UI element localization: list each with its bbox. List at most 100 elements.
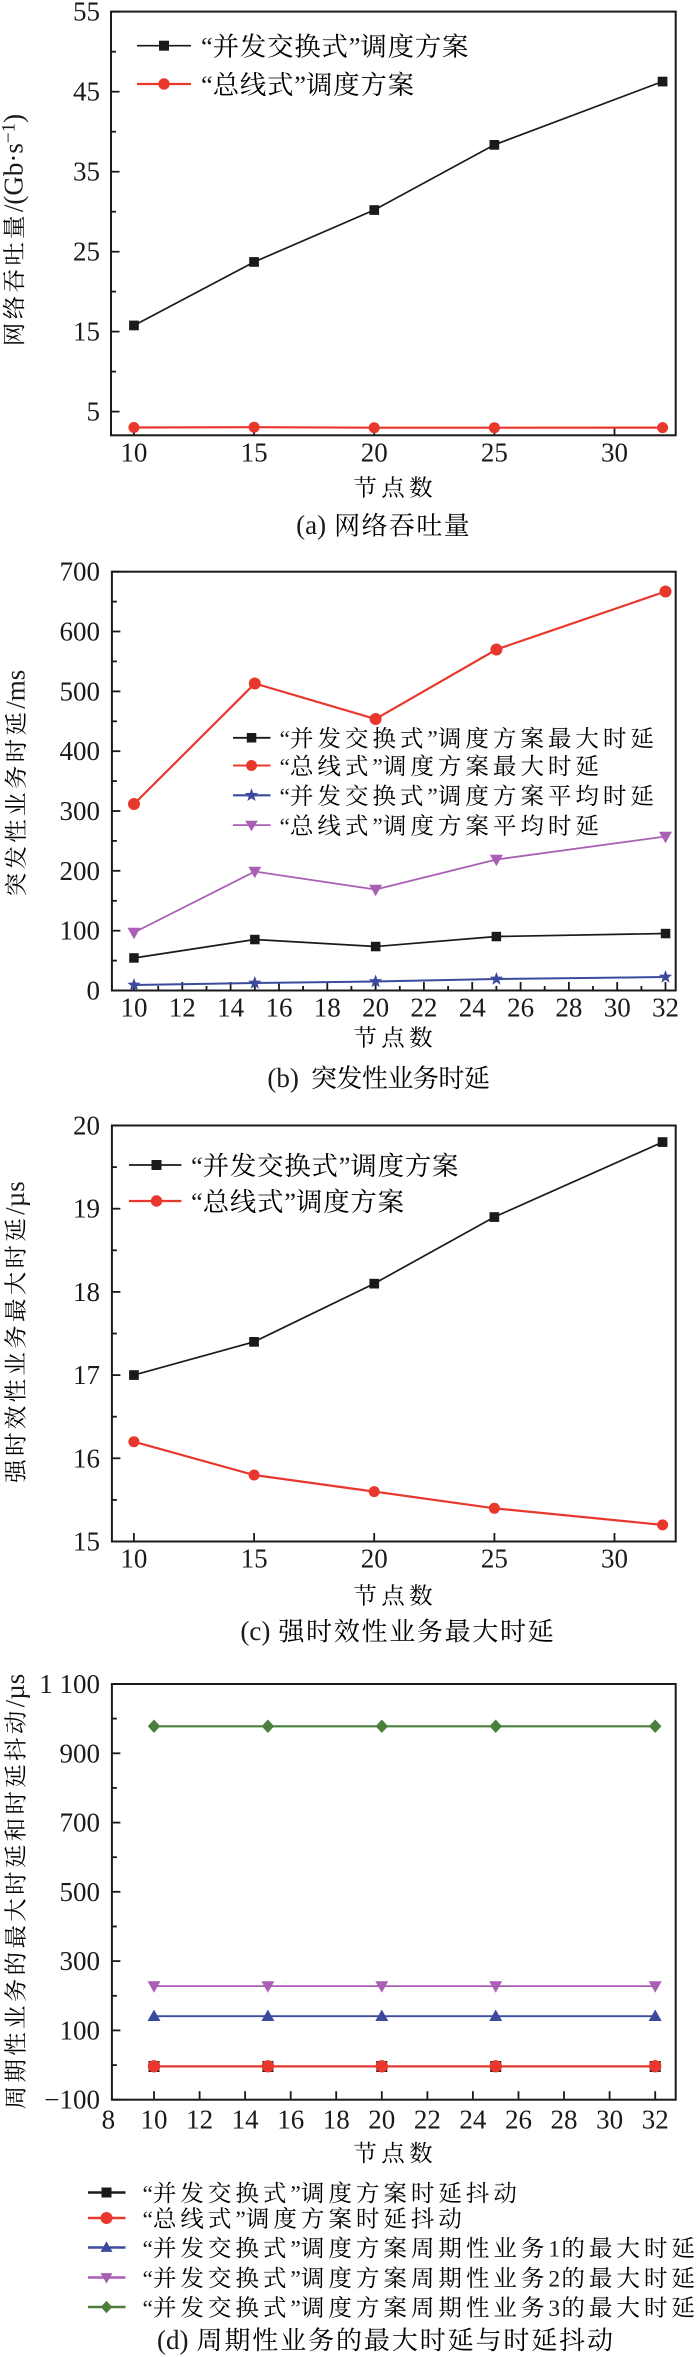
svg-text:“: “ <box>143 2207 153 2233</box>
svg-text:45: 45 <box>73 77 100 107</box>
svg-text:20: 20 <box>361 1544 388 1574</box>
svg-text:35: 35 <box>73 157 100 187</box>
svg-text:20: 20 <box>368 2104 395 2134</box>
svg-text:“: “ <box>191 1151 203 1181</box>
svg-text:−1: −1 <box>0 123 19 143</box>
svg-text:16: 16 <box>266 993 293 1023</box>
svg-text:30: 30 <box>604 993 631 1023</box>
svg-text:8: 8 <box>102 2104 116 2134</box>
svg-text:/ms: /ms <box>0 670 30 709</box>
svg-text:12: 12 <box>186 2104 213 2134</box>
svg-text:32: 32 <box>652 993 679 1023</box>
svg-text:18: 18 <box>323 2104 350 2134</box>
svg-text:14: 14 <box>232 2104 260 2134</box>
svg-text:): ) <box>0 114 28 123</box>
svg-text:500: 500 <box>60 1877 101 1907</box>
svg-text:15: 15 <box>241 1544 268 1574</box>
svg-text:”: ” <box>290 2296 300 2322</box>
svg-text:/µs: /µs <box>0 1674 30 1708</box>
svg-text:“: “ <box>143 2236 153 2262</box>
svg-text:10: 10 <box>141 2104 168 2134</box>
svg-text:22: 22 <box>414 2104 441 2134</box>
svg-text:15: 15 <box>73 1527 100 1557</box>
svg-text:“: “ <box>280 727 290 753</box>
svg-text:16: 16 <box>277 2104 304 2134</box>
svg-text:100: 100 <box>60 2015 101 2045</box>
svg-text:30: 30 <box>601 438 628 468</box>
svg-text:1: 1 <box>548 2236 560 2262</box>
svg-text:5: 5 <box>87 397 101 427</box>
svg-text:”: ” <box>294 70 306 100</box>
svg-text:”: ” <box>284 1187 296 1217</box>
svg-text:300: 300 <box>60 1946 101 1976</box>
svg-text:20: 20 <box>362 993 389 1023</box>
svg-text:“: “ <box>191 1187 203 1217</box>
svg-text:0: 0 <box>87 976 101 1006</box>
svg-text:”: ” <box>372 754 382 780</box>
svg-text:/µs: /µs <box>0 1181 30 1215</box>
svg-text:−100: −100 <box>44 2085 100 2115</box>
svg-text:18: 18 <box>73 1277 100 1307</box>
svg-text:700: 700 <box>60 1808 101 1838</box>
svg-text:24: 24 <box>459 993 487 1023</box>
svg-text:/(Gb·s: /(Gb·s <box>0 143 28 212</box>
svg-text:30: 30 <box>601 1544 628 1574</box>
svg-text:(c): (c) <box>240 1616 270 1646</box>
svg-text:”: ” <box>339 1151 351 1181</box>
svg-text:25: 25 <box>481 1544 508 1574</box>
svg-text:26: 26 <box>505 2104 532 2134</box>
svg-text:24: 24 <box>459 2104 487 2134</box>
svg-text:10: 10 <box>120 1544 147 1574</box>
svg-text:28: 28 <box>551 2104 578 2134</box>
svg-text:100: 100 <box>60 916 101 946</box>
svg-text:10: 10 <box>120 438 147 468</box>
svg-text:14: 14 <box>217 993 245 1023</box>
svg-text:”: ” <box>290 2236 300 2262</box>
svg-text:”: ” <box>290 2181 300 2207</box>
svg-text:900: 900 <box>60 1738 101 1768</box>
svg-text:15: 15 <box>241 438 268 468</box>
svg-text:17: 17 <box>73 1360 100 1390</box>
svg-text:26: 26 <box>507 993 534 1023</box>
svg-text:15: 15 <box>73 317 100 347</box>
svg-text:300: 300 <box>60 796 101 826</box>
svg-text:16: 16 <box>73 1443 100 1473</box>
svg-text:700: 700 <box>60 557 101 587</box>
svg-text:200: 200 <box>60 856 101 886</box>
svg-text:20: 20 <box>361 438 388 468</box>
svg-text:”: ” <box>427 727 437 753</box>
svg-text:“: “ <box>143 2266 153 2292</box>
svg-text:1 100: 1 100 <box>39 1669 100 1699</box>
svg-text:“: “ <box>143 2181 153 2207</box>
svg-text:30: 30 <box>596 2104 623 2134</box>
svg-text:12: 12 <box>169 993 196 1023</box>
svg-text:55: 55 <box>73 0 100 27</box>
svg-text:19: 19 <box>73 1194 100 1224</box>
svg-text:”: ” <box>290 2266 300 2292</box>
svg-text:3: 3 <box>548 2296 560 2322</box>
svg-text:(d): (d) <box>157 2325 188 2355</box>
svg-text:10: 10 <box>121 993 148 1023</box>
svg-text:(b): (b) <box>267 1063 298 1093</box>
svg-text:2: 2 <box>548 2266 560 2292</box>
svg-text:“: “ <box>280 754 290 780</box>
svg-text:28: 28 <box>555 993 582 1023</box>
svg-text:”: ” <box>372 814 382 840</box>
svg-text:25: 25 <box>481 438 508 468</box>
svg-text:22: 22 <box>410 993 437 1023</box>
svg-text:(a): (a) <box>296 510 326 540</box>
svg-text:600: 600 <box>60 617 101 647</box>
svg-text:18: 18 <box>314 993 341 1023</box>
svg-text:”: ” <box>349 32 361 62</box>
svg-text:“: “ <box>201 70 213 100</box>
svg-text:“: “ <box>280 784 290 810</box>
svg-text:“: “ <box>201 32 213 62</box>
svg-text:“: “ <box>143 2296 153 2322</box>
svg-text:20: 20 <box>73 1111 100 1141</box>
svg-text:500: 500 <box>60 676 101 706</box>
svg-text:”: ” <box>235 2207 245 2233</box>
svg-text:“: “ <box>280 814 290 840</box>
svg-text:400: 400 <box>60 736 101 766</box>
svg-text:25: 25 <box>73 237 100 267</box>
svg-text:32: 32 <box>642 2104 669 2134</box>
